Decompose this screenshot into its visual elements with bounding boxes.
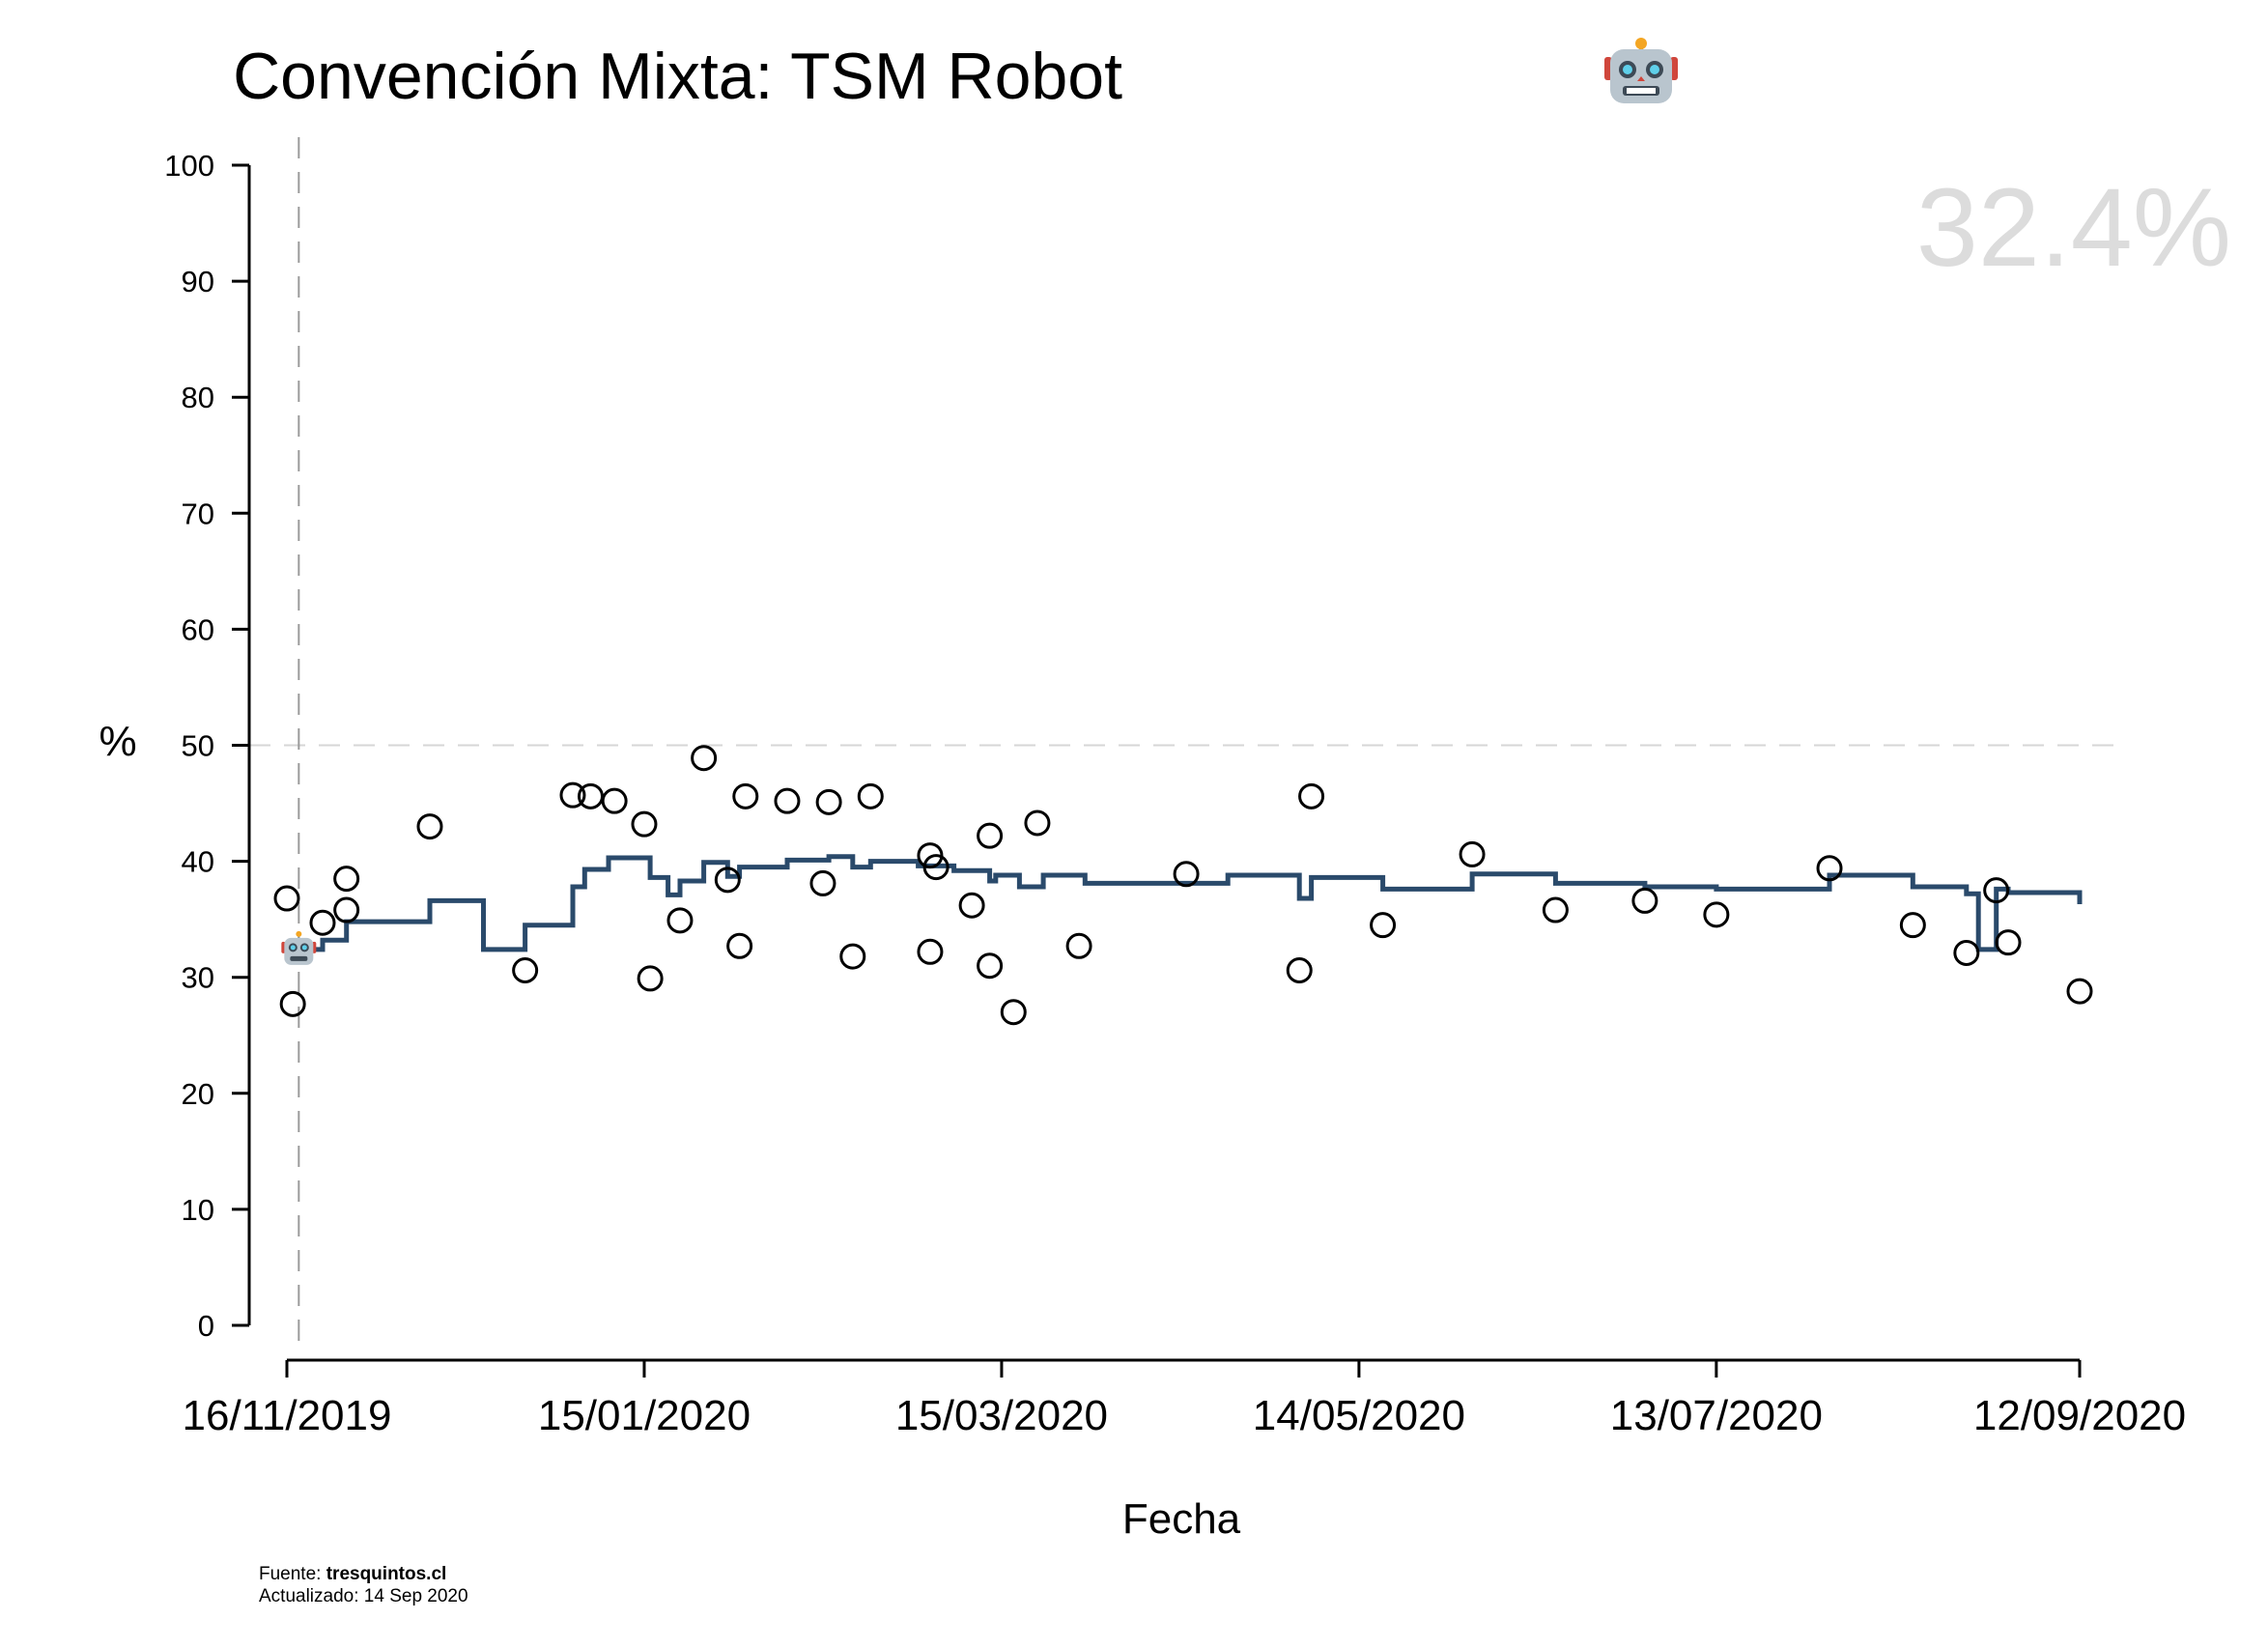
current-value-label: 32.4% [1916, 166, 2231, 290]
poll-point [333, 866, 360, 893]
poll-point [631, 810, 658, 838]
poll-point [691, 745, 718, 772]
poll-point [917, 938, 944, 965]
poll-point [666, 907, 694, 934]
plot-area: 0 10 20 30 40 50 60 70 80 90 100 16/11/2019 15/01/20… [164, 137, 2186, 1439]
poll-point [1298, 782, 1325, 810]
y-axis-label: % [99, 718, 136, 765]
poll-point [977, 952, 1004, 980]
poll-point [1173, 861, 1200, 888]
poll-point [577, 782, 604, 810]
poll-point [2066, 978, 2093, 1005]
robot-face-icon [1604, 38, 1678, 103]
poll-point [732, 782, 759, 810]
poll-point [637, 965, 664, 992]
poll-point [1899, 912, 1926, 939]
x-tick-label: 15/03/2020 [895, 1392, 1108, 1439]
poll-point [1542, 896, 1569, 923]
footer: Fuente: tresquintos.cl Actualizado: 14 S… [259, 1563, 468, 1607]
start-marker-robot-icon [281, 930, 317, 965]
y-tick-label: 70 [182, 497, 214, 530]
poll-point [1953, 939, 1980, 966]
poll-point [726, 932, 753, 959]
poll-point [1370, 912, 1397, 939]
poll-point [1983, 877, 2010, 904]
y-tick-label: 90 [182, 265, 214, 298]
y-tick-label: 80 [182, 381, 214, 414]
trend-step-line [298, 854, 2083, 952]
poll-point [512, 956, 539, 983]
poll-point [309, 909, 336, 936]
y-tick-label: 40 [182, 845, 214, 879]
poll-point [1459, 840, 1486, 867]
poll-point [601, 787, 628, 814]
poll-point [1995, 929, 2022, 956]
poll-point [809, 869, 836, 896]
y-tick-label: 30 [182, 961, 214, 995]
source-line: Fuente: tresquintos.cl [259, 1563, 468, 1585]
poll-point [333, 896, 360, 923]
poll-point [273, 885, 300, 912]
poll-point [714, 867, 741, 894]
poll-point [416, 813, 443, 840]
poll-point [1286, 956, 1313, 983]
poll-point [774, 787, 801, 814]
y-tick-label: 50 [182, 729, 214, 763]
updated-line: Actualizado: 14 Sep 2020 [259, 1586, 468, 1606]
poll-point [1065, 932, 1092, 959]
x-tick-label: 15/01/2020 [538, 1392, 751, 1439]
poll-point [977, 822, 1004, 849]
y-tick-label: 20 [182, 1077, 214, 1111]
source-prefix: Fuente: [259, 1564, 326, 1584]
y-tick-label: 60 [182, 612, 214, 646]
x-tick-label: 14/05/2020 [1253, 1392, 1465, 1439]
poll-point [1631, 887, 1658, 914]
chart-title: Convención Mixta: TSM Robot [233, 40, 1122, 113]
y-tick-label: 100 [164, 149, 214, 183]
poll-point [839, 943, 866, 970]
poll-point [958, 892, 985, 919]
poll-point [1000, 999, 1027, 1026]
x-tick-label: 16/11/2019 [183, 1392, 392, 1439]
poll-point [1816, 855, 1843, 882]
poll-point [559, 781, 586, 809]
poll-point [1703, 901, 1730, 928]
x-axis-label: Fecha [1122, 1495, 1241, 1543]
poll-point [1024, 810, 1051, 837]
y-tick-label: 10 [182, 1193, 214, 1227]
x-tick-label: 12/09/2020 [1973, 1392, 2186, 1439]
poll-point [922, 854, 950, 881]
poll-point [857, 782, 884, 810]
y-tick-label: 0 [198, 1309, 214, 1343]
poll-point [279, 990, 306, 1017]
poll-point [815, 788, 842, 815]
source-link[interactable]: tresquintos.cl [326, 1564, 447, 1584]
x-tick-label: 13/07/2020 [1610, 1392, 1823, 1439]
